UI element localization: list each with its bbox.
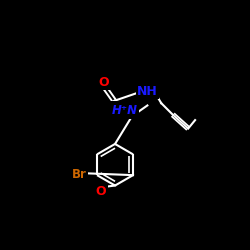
Text: O: O <box>96 185 106 198</box>
Text: H⁺N: H⁺N <box>111 104 137 117</box>
Text: Br: Br <box>72 168 87 181</box>
Text: NH: NH <box>137 85 158 98</box>
Text: O: O <box>98 76 109 89</box>
